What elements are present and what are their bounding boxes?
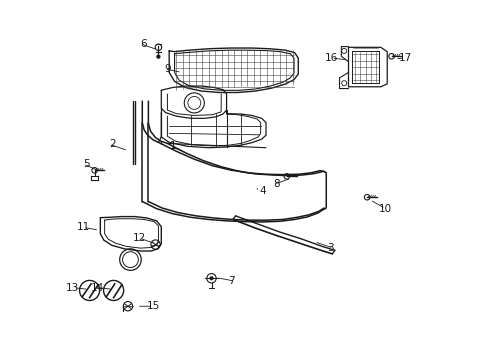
Text: 16: 16 bbox=[324, 53, 337, 63]
Text: 6: 6 bbox=[140, 39, 147, 49]
Text: 13: 13 bbox=[66, 283, 80, 293]
Text: 8: 8 bbox=[273, 179, 280, 189]
Text: 9: 9 bbox=[164, 64, 171, 74]
Text: 12: 12 bbox=[132, 233, 145, 243]
Text: 14: 14 bbox=[90, 283, 104, 293]
Text: 11: 11 bbox=[76, 222, 89, 232]
Text: 2: 2 bbox=[108, 139, 115, 149]
Text: 15: 15 bbox=[147, 301, 160, 311]
Text: 17: 17 bbox=[398, 53, 411, 63]
Text: 10: 10 bbox=[378, 204, 391, 214]
Text: 1: 1 bbox=[169, 141, 176, 151]
Text: 4: 4 bbox=[259, 186, 265, 197]
Circle shape bbox=[156, 54, 160, 59]
Text: 7: 7 bbox=[228, 276, 235, 286]
Text: 3: 3 bbox=[326, 243, 333, 253]
Text: 5: 5 bbox=[83, 159, 89, 169]
Circle shape bbox=[209, 276, 213, 280]
